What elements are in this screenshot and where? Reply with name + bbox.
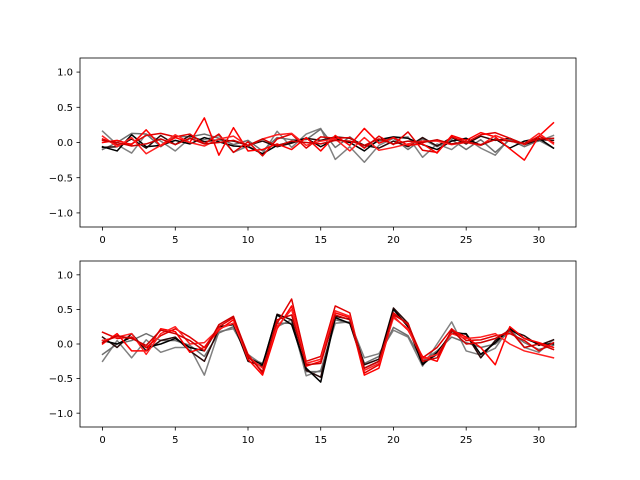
x-tick-label: 30 [533,235,546,246]
series-line-7 [101,137,555,147]
y-tick-label: 0.0 [57,340,73,351]
y-tick-label: 0.5 [57,305,73,316]
y-tick-label: 1.0 [57,270,73,281]
x-tick-label: 0 [99,235,105,246]
x-tick-label: 10 [242,435,255,446]
x-tick-label: 10 [242,235,255,246]
x-tick-label: 20 [387,435,400,446]
y-tick-label: −0.5 [49,374,73,385]
x-tick-label: 15 [314,435,327,446]
series-line-3 [101,308,555,383]
x-tick-label: 30 [533,435,546,446]
y-tick-label: 0.0 [57,138,73,149]
series-line-7 [101,314,555,373]
x-tick-label: 5 [172,235,178,246]
y-tick-label: −1.0 [49,409,73,420]
y-tick-label: 1.0 [57,68,73,79]
x-tick-label: 25 [460,435,473,446]
series-line-5 [101,117,555,161]
x-tick-label: 0 [99,435,105,446]
x-tick-label: 20 [387,235,400,246]
y-tick-label: −1.0 [49,209,73,220]
y-tick-label: 0.5 [57,103,73,114]
x-tick-label: 25 [460,235,473,246]
y-tick-label: −0.5 [49,173,73,184]
series-line-6 [101,308,555,372]
top-subplot: 0 5 10 15 20 25 30 −1.0 −0.5 0.0 0.5 1.0 [49,57,577,246]
x-tick-label: 5 [172,435,178,446]
bottom-subplot: 0 5 10 15 20 25 30 −1.0 −0.5 0.0 0.5 1.0 [49,260,577,446]
x-tick-label: 15 [314,235,327,246]
